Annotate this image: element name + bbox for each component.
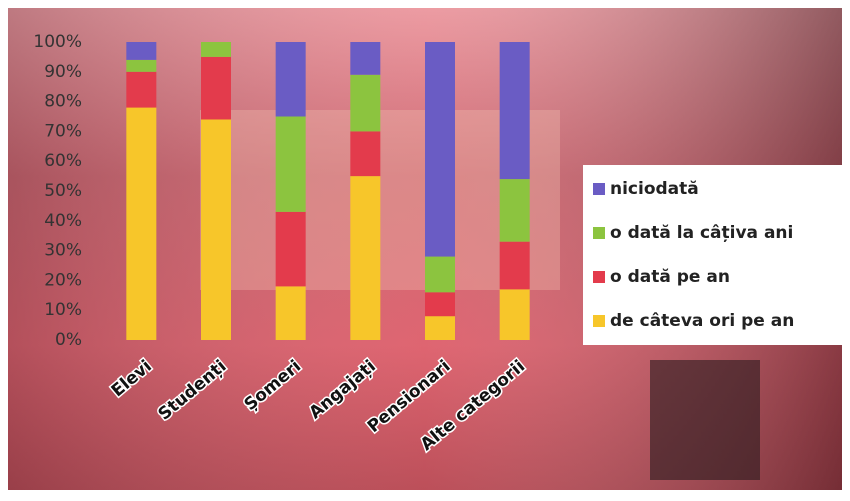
legend-box [583,165,842,345]
bar-segment [126,71,157,108]
y-tick-label: 50% [44,181,82,201]
bar-segment [499,241,530,290]
bar-segment [425,42,455,257]
y-tick-label: 90% [44,62,82,82]
bar-segment [425,316,455,340]
bar-segment [350,42,381,75]
y-tick-label: 60% [44,151,82,171]
bar-segment [499,42,530,180]
bar-segment [201,119,231,340]
y-tick-label: 100% [33,32,82,52]
y-tick-label: 0% [55,330,82,350]
y-tick-label: 80% [44,92,82,112]
bar-segment [275,211,306,287]
y-tick-label: 20% [44,270,82,290]
legend-label: o dată pe an [610,267,730,287]
legend-swatch [593,271,605,283]
bar-segment [275,116,306,212]
y-tick-label: 70% [44,121,82,141]
bar-segment [126,59,157,72]
legend-label: niciodată [610,179,699,199]
bar-segment [275,42,306,117]
bar-segment [350,131,381,177]
bar-segment [499,179,530,242]
y-tick-label: 10% [44,300,82,320]
legend-label: de câteva ori pe an [610,311,794,331]
bar-segment [126,107,157,340]
legend-swatch [593,227,605,239]
legend-label: o dată la câțiva ani [610,223,793,243]
background-poster [650,360,760,480]
bar-segment [425,256,455,293]
legend-swatch [593,183,605,195]
bar-segment [275,286,306,340]
y-tick-label: 40% [44,211,82,231]
bar-segment [201,56,231,120]
bar-segment [126,42,157,60]
bar-segment [425,292,455,317]
legend-swatch [593,315,605,327]
bar-segment [201,42,231,57]
bar-segment [350,176,381,340]
bar-segment [350,74,381,132]
y-tick-label: 30% [44,241,82,261]
bar-segment [499,289,530,340]
